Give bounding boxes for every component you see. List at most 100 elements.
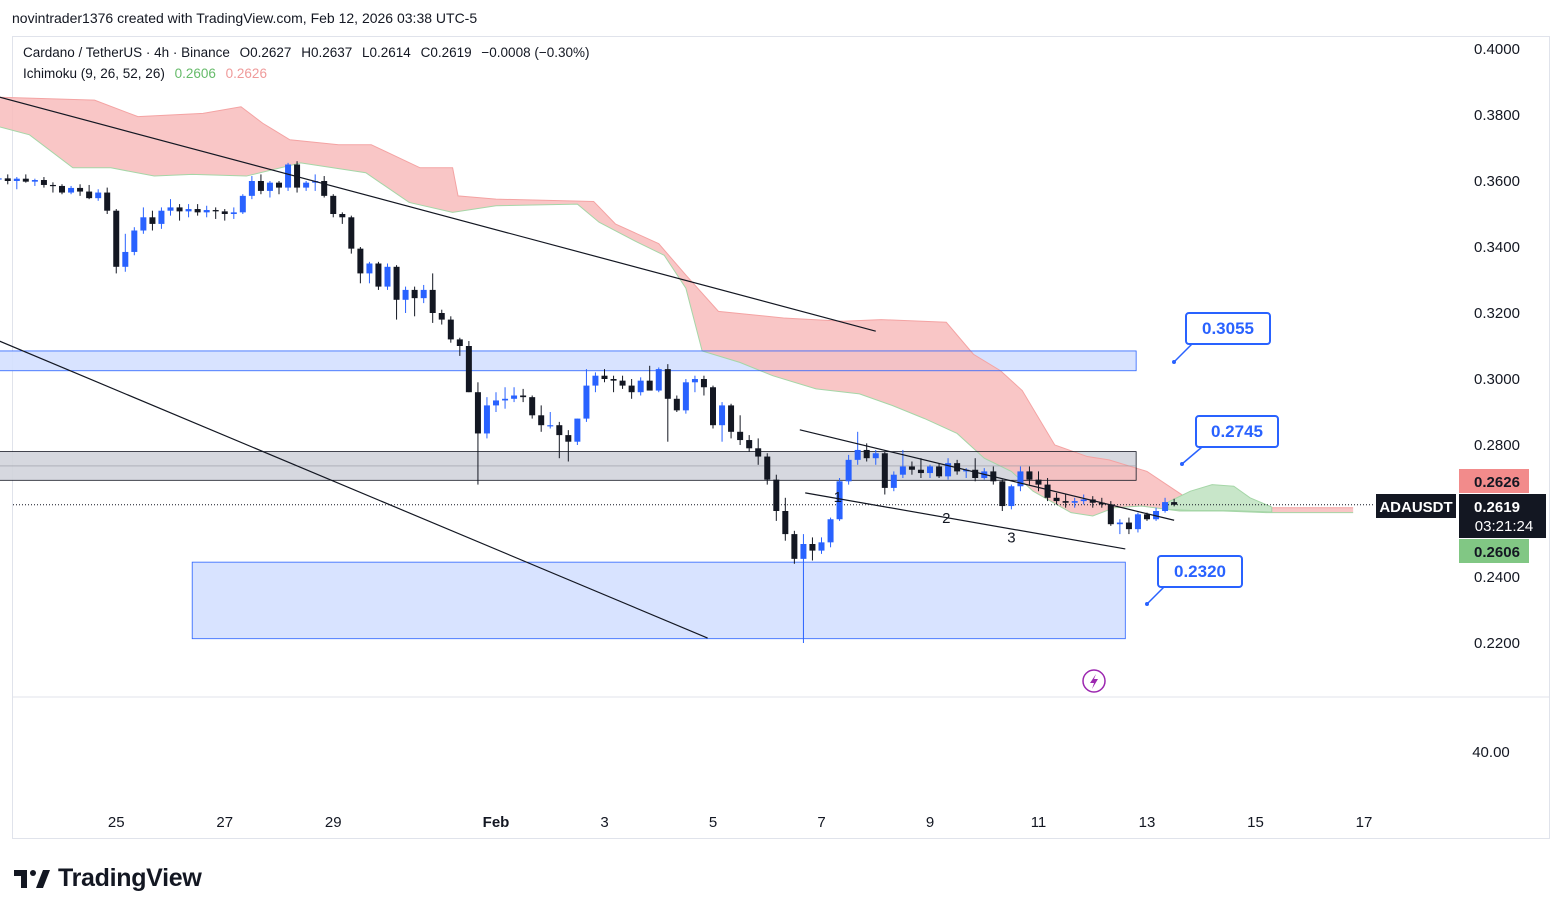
callouts-layer: 0.3055 0.2745 0.2320 — [1145, 312, 1279, 606]
candle-body — [936, 466, 943, 477]
time-label: 29 — [325, 814, 342, 831]
candle-body — [149, 217, 156, 224]
price-tick: 0.3200 — [1474, 305, 1520, 322]
candle-body — [502, 398, 509, 401]
candle-body — [330, 195, 337, 214]
candle-body — [321, 181, 328, 196]
countdown-tag: 03:21:24 — [1475, 518, 1533, 535]
candle-body — [1080, 499, 1087, 502]
candle-body — [863, 449, 870, 459]
time-label: Feb — [483, 814, 510, 831]
candle-body — [520, 395, 527, 398]
candle-body — [646, 380, 653, 391]
legend-symbol-line: Cardano / TetherUS · 4h · Binance O0.262… — [23, 45, 596, 60]
candle-body — [565, 435, 572, 442]
callout-box — [1195, 415, 1279, 448]
candle-body — [40, 180, 47, 185]
ichimoku-red-tag: 0.2626 — [1474, 474, 1520, 491]
callout-label: 0.3055 — [1202, 319, 1254, 338]
candle-body — [438, 313, 445, 320]
candle-body — [764, 456, 771, 480]
price-tick: 0.4000 — [1474, 41, 1520, 58]
callout-pointer — [1146, 586, 1165, 605]
ichimoku-cloud-bull — [1168, 484, 1273, 513]
time-label: 11 — [1031, 814, 1047, 831]
candle-body — [1071, 501, 1078, 503]
ichimoku-cloud-bear — [0, 97, 1354, 516]
candle-body — [1098, 502, 1105, 505]
ichimoku-cloud-layer — [0, 96, 1354, 517]
time-label: 17 — [1356, 814, 1373, 831]
candle-body — [601, 375, 608, 379]
candle-body — [266, 182, 273, 191]
legend-indicator-name: Ichimoku (9, 26, 52, 26) — [23, 66, 165, 81]
candle-body — [691, 379, 698, 383]
callout-anchor — [1180, 462, 1184, 466]
candle-body — [1017, 471, 1024, 487]
legend-indicator-line: Ichimoku (9, 26, 52, 26) 0.2606 0.2626 — [23, 66, 273, 81]
candle-body — [493, 400, 499, 406]
candle-body — [230, 212, 237, 214]
legend-change: −0.0008 (−0.30%) — [481, 45, 590, 60]
trendline-2 — [0, 340, 708, 639]
candle-body — [872, 453, 879, 459]
candle-body — [212, 210, 219, 212]
candle-body — [384, 266, 391, 287]
candle-body — [755, 448, 762, 457]
candle-body — [917, 469, 924, 474]
candle-body — [429, 289, 436, 313]
candle-body — [673, 398, 680, 411]
tradingview-logo[interactable]: TradingView — [14, 864, 202, 893]
chart-frame[interactable] — [12, 36, 1550, 839]
candle-body — [13, 178, 20, 181]
legend-close: C0.2619 — [420, 45, 472, 60]
time-label: 9 — [926, 814, 934, 831]
candle-body — [655, 369, 662, 391]
candle-body — [1008, 486, 1015, 507]
candle-body — [393, 266, 400, 300]
candle-body — [420, 289, 427, 299]
candle-body — [456, 339, 463, 346]
tradingview-logo-text: TradingView — [58, 864, 202, 892]
replay-icon[interactable] — [1082, 669, 1106, 693]
candle-body — [782, 511, 789, 535]
candle-body — [1062, 501, 1069, 503]
legend-ichimoku-value-1: 0.2606 — [174, 66, 216, 81]
ichimoku-green-tag-bg — [1459, 539, 1529, 563]
candle-body — [890, 474, 897, 488]
candle-body — [1116, 522, 1123, 525]
candles-layer — [0, 161, 1178, 643]
trendlines-layer — [0, 96, 1175, 639]
time-label: 5 — [709, 814, 717, 831]
candle-body — [285, 164, 292, 188]
candle-body — [899, 466, 906, 475]
current-price-tag-bg — [1459, 494, 1546, 538]
candle-body — [556, 425, 563, 436]
price-tags: 0.2626 0.2619 03:21:24 0.2606 ADAUSDT — [1376, 469, 1546, 563]
price-tick: 0.3000 — [1474, 371, 1520, 388]
candle-body — [972, 469, 979, 478]
candle-body — [1144, 514, 1150, 520]
time-label: 27 — [216, 814, 233, 831]
candle-body — [248, 181, 255, 196]
candle-body — [818, 542, 825, 551]
candle-body — [348, 217, 355, 249]
candle-body — [257, 181, 264, 191]
candle-body — [122, 251, 129, 267]
ichimoku-red-tag-bg — [1459, 469, 1529, 493]
callout-label: 0.2320 — [1174, 562, 1226, 581]
candle-body — [710, 387, 716, 426]
candle-body — [881, 453, 888, 488]
candle-body — [158, 210, 165, 224]
candle-body — [773, 479, 780, 511]
time-label: 15 — [1247, 814, 1264, 831]
candle-body — [104, 192, 111, 211]
candle-body — [95, 192, 102, 199]
price-tick: 0.2400 — [1474, 569, 1520, 586]
candle-body — [845, 459, 852, 482]
callout-pointer — [1173, 343, 1193, 363]
candle-body — [474, 392, 481, 434]
lower-pane-tick: 40.00 — [1472, 744, 1510, 761]
candle-body — [927, 466, 933, 474]
